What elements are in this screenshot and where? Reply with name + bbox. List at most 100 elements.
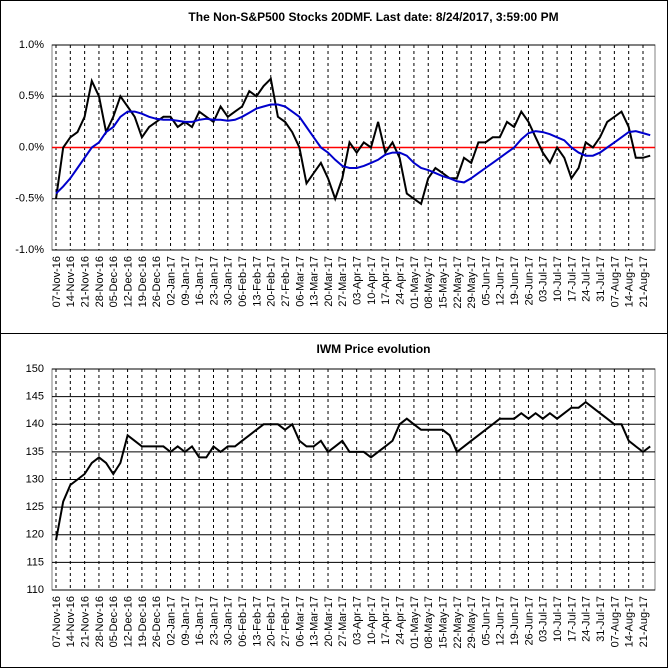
x-tick-label: 21-Aug-17 bbox=[638, 596, 650, 647]
x-tick-label: 24-Apr-17 bbox=[395, 596, 407, 645]
x-tick-label: 07-Nov-16 bbox=[51, 256, 63, 307]
x-tick-label: 10-Apr-17 bbox=[366, 256, 378, 305]
x-tick-label: 28-Nov-16 bbox=[94, 596, 106, 647]
data-line bbox=[55, 76, 651, 206]
y-tick-label: 110 bbox=[26, 584, 44, 596]
x-tick-label: 13-Mar-17 bbox=[309, 256, 321, 307]
x-tick-label: 05-Jun-17 bbox=[480, 596, 492, 646]
x-tick-label: 20-Mar-17 bbox=[323, 596, 335, 647]
data-line bbox=[55, 400, 651, 541]
y-tick-label: 0.0% bbox=[19, 141, 44, 153]
x-tick-label: 19-Jun-17 bbox=[509, 256, 521, 306]
chart-title: IWM Price evolution bbox=[316, 342, 430, 356]
x-tick-label: 13-Feb-17 bbox=[251, 596, 263, 647]
chart-title: The Non-S&P500 Stocks 20DMF. Last date: … bbox=[188, 10, 558, 24]
x-tick-label: 27-Mar-17 bbox=[337, 256, 349, 307]
x-tick-label: 14-Aug-17 bbox=[624, 596, 636, 647]
x-tick-label: 24-Jul-17 bbox=[581, 596, 593, 642]
x-tick-label: 06-Mar-17 bbox=[294, 596, 306, 647]
y-tick-label: -0.5% bbox=[15, 193, 44, 205]
x-tick-label: 09-Jan-17 bbox=[180, 256, 192, 306]
x-tick-label: 05-Dec-16 bbox=[108, 596, 120, 647]
x-tick-label: 03-Jul-17 bbox=[538, 256, 550, 302]
x-tick-label: 13-Mar-17 bbox=[309, 596, 321, 647]
x-tick-label: 07-Aug-17 bbox=[609, 256, 621, 307]
x-tick-label: 07-Aug-17 bbox=[609, 596, 621, 647]
y-tick-label: 135 bbox=[26, 446, 44, 458]
x-tick-label: 19-Dec-16 bbox=[137, 256, 149, 307]
x-tick-label: 14-Aug-17 bbox=[624, 256, 636, 307]
x-tick-label: 05-Dec-16 bbox=[108, 256, 120, 307]
x-tick-label: 26-Dec-16 bbox=[151, 256, 163, 307]
x-tick-label: 10-Jul-17 bbox=[552, 256, 564, 302]
x-tick-label: 23-Jan-17 bbox=[208, 596, 220, 646]
x-tick-label: 21-Nov-16 bbox=[80, 596, 92, 647]
x-tick-label: 22-May-17 bbox=[452, 596, 464, 649]
x-tick-label: 26-Dec-16 bbox=[151, 596, 163, 647]
x-tick-label: 28-Nov-16 bbox=[94, 256, 106, 307]
y-tick-label: 125 bbox=[26, 501, 44, 513]
x-tick-label: 17-Jul-17 bbox=[566, 256, 578, 302]
y-tick-label: 145 bbox=[26, 391, 44, 403]
x-tick-label: 17-Jul-17 bbox=[566, 596, 578, 642]
x-tick-label: 17-Apr-17 bbox=[380, 596, 392, 645]
x-tick-label: 02-Jan-17 bbox=[165, 596, 177, 646]
y-tick-label: 1.0% bbox=[19, 39, 44, 51]
x-tick-label: 10-Jul-17 bbox=[552, 596, 564, 642]
x-tick-label: 01-May-17 bbox=[409, 596, 421, 649]
x-tick-label: 12-Dec-16 bbox=[122, 256, 134, 307]
x-tick-label: 23-Jan-17 bbox=[208, 256, 220, 306]
x-tick-label: 10-Apr-17 bbox=[366, 596, 378, 645]
x-tick-label: 21-Nov-16 bbox=[80, 256, 92, 307]
x-tick-label: 20-Mar-17 bbox=[323, 256, 335, 307]
x-tick-label: 31-Jul-17 bbox=[595, 256, 607, 302]
x-tick-label: 17-Apr-17 bbox=[380, 256, 392, 305]
x-tick-label: 26-Jun-17 bbox=[523, 596, 535, 646]
x-tick-label: 16-Jan-17 bbox=[194, 256, 206, 306]
y-tick-label: 115 bbox=[26, 556, 44, 568]
y-tick-label: -1.0% bbox=[15, 244, 44, 256]
x-tick-label: 20-Feb-17 bbox=[266, 256, 278, 307]
x-tick-label: 02-Jan-17 bbox=[165, 256, 177, 306]
x-tick-label: 06-Feb-17 bbox=[237, 596, 249, 647]
x-tick-label: 12-Jun-17 bbox=[495, 256, 507, 306]
data-line bbox=[55, 103, 651, 195]
x-tick-label: 01-May-17 bbox=[409, 256, 421, 309]
x-tick-label: 12-Jun-17 bbox=[495, 596, 507, 646]
x-tick-label: 03-Jul-17 bbox=[538, 596, 550, 642]
x-tick-label: 14-Nov-16 bbox=[65, 256, 77, 307]
x-tick-label: 30-Jan-17 bbox=[223, 256, 235, 306]
y-tick-label: 0.5% bbox=[19, 90, 44, 102]
x-tick-label: 03-Apr-17 bbox=[352, 596, 364, 645]
x-tick-label: 06-Feb-17 bbox=[237, 256, 249, 307]
x-tick-label: 29-May-17 bbox=[466, 596, 478, 649]
x-tick-label: 03-Apr-17 bbox=[352, 256, 364, 305]
x-tick-label: 27-Mar-17 bbox=[337, 596, 349, 647]
x-tick-label: 19-Dec-16 bbox=[137, 596, 149, 647]
x-tick-label: 27-Feb-17 bbox=[280, 256, 292, 307]
x-tick-label: 19-Jun-17 bbox=[509, 596, 521, 646]
x-tick-label: 29-May-17 bbox=[466, 256, 478, 309]
y-tick-label: 120 bbox=[26, 529, 44, 541]
x-tick-label: 09-Jan-17 bbox=[180, 596, 192, 646]
x-tick-label: 24-Jul-17 bbox=[581, 256, 593, 302]
x-tick-label: 22-May-17 bbox=[452, 256, 464, 309]
y-tick-label: 150 bbox=[26, 363, 44, 375]
y-tick-label: 140 bbox=[26, 418, 44, 430]
x-tick-label: 08-May-17 bbox=[423, 256, 435, 309]
x-tick-label: 24-Apr-17 bbox=[395, 256, 407, 305]
x-tick-label: 08-May-17 bbox=[423, 596, 435, 649]
x-tick-label: 13-Feb-17 bbox=[251, 256, 263, 307]
x-tick-label: 31-Jul-17 bbox=[595, 596, 607, 642]
x-tick-label: 20-Feb-17 bbox=[266, 596, 278, 647]
x-tick-label: 21-Aug-17 bbox=[638, 256, 650, 307]
x-tick-label: 27-Feb-17 bbox=[280, 596, 292, 647]
x-tick-label: 15-May-17 bbox=[437, 596, 449, 649]
x-tick-label: 05-Jun-17 bbox=[480, 256, 492, 306]
x-tick-label: 07-Nov-16 bbox=[51, 596, 63, 647]
x-tick-label: 12-Dec-16 bbox=[122, 596, 134, 647]
x-tick-label: 16-Jan-17 bbox=[194, 596, 206, 646]
x-tick-label: 06-Mar-17 bbox=[294, 256, 306, 307]
x-tick-label: 15-May-17 bbox=[437, 256, 449, 309]
